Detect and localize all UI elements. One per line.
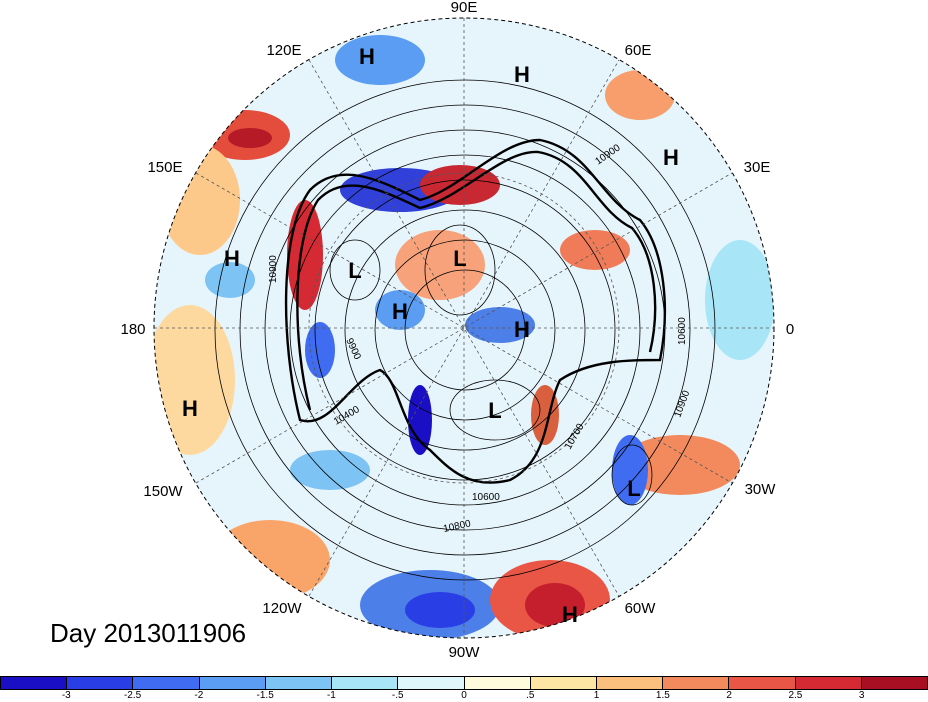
lon-label-60w: 60W [625,600,657,617]
lon-label-90w: 90W [449,644,481,661]
jet-stream-contours [284,138,667,484]
lon-label-90e: 90E [451,0,478,16]
contour-label: 10600 [677,317,688,345]
colorbar-tick-label: -1.5 [256,690,274,701]
contour-label: 10900 [268,255,279,283]
lon-label-150e: 150E [147,159,182,176]
colorbar-tick-label: 2 [726,690,732,701]
low-marker: L [453,246,466,271]
colorbar-tick-label: 0 [461,690,467,701]
lon-label-60e: 60E [625,42,652,59]
low-marker: L [488,398,501,423]
colorbar-swatch [1,677,68,689]
longitude-labels: 90E 60E 30E 0 30W 60W 90W 120W 150W 180 … [120,0,794,661]
lon-label-0: 0 [786,321,794,338]
low-marker: L [348,258,361,283]
colorbar-swatch [398,677,465,689]
colorbar-swatch [530,677,597,689]
high-marker: H [514,62,530,87]
contour-label: 10600 [472,492,500,503]
high-marker: H [514,317,530,342]
date-title: Day 2013011906 [50,618,247,648]
colorbar-tick-label: 1.5 [655,690,670,701]
colorbar [0,676,928,690]
high-marker: H [359,44,375,69]
pressure-system-markers: H H H H L L H H L H L H [182,44,679,627]
colorbar-tick-label: 3 [858,690,865,701]
colorbar-ticks: -3 -2.5 -2 -1.5 -1 -.5 0 .5 1 1.5 2 2.5 3 [0,690,928,702]
colorbar-swatch [199,677,266,689]
polar-map: 90E 60E 30E 0 30W 60W 90W 120W 150W 180 … [120,0,794,661]
colorbar-swatch [265,677,333,689]
lon-label-180: 180 [120,321,145,338]
colorbar-tick-label: -2 [194,690,204,701]
lon-label-150w: 150W [143,483,183,500]
colorbar-swatch [332,677,399,689]
high-marker: H [663,145,679,170]
colorbar-tick-label: -2.5 [123,690,142,701]
colorbar-tick-label: 2.5 [788,690,803,701]
colorbar-tick-label: .5 [526,690,535,701]
lon-label-120w: 120W [262,600,302,617]
colorbar-tick-label: -1 [326,690,336,701]
high-marker: H [392,299,408,324]
lon-label-120e: 120E [266,42,301,59]
low-marker: L [627,476,640,501]
colorbar-swatch [464,677,531,689]
lon-label-30e: 30E [744,159,771,176]
high-marker: H [562,602,578,627]
high-marker: H [182,396,198,421]
colorbar-swatch [596,677,664,689]
colorbar-swatch [67,677,134,689]
map-boundary [153,17,775,639]
colorbar-swatch [861,677,928,689]
lon-label-30w: 30W [745,481,777,498]
graticule [154,18,774,638]
colorbar-swatch [663,677,730,689]
colorbar-swatch [133,677,200,689]
colorbar-tick-label: -3 [61,690,71,701]
colorbar-tick-label: 1 [593,690,600,701]
colorbar-swatch [729,677,796,689]
colorbar-swatch [795,677,862,689]
high-marker: H [224,246,240,271]
colorbar-tick-label: -.5 [391,690,404,701]
